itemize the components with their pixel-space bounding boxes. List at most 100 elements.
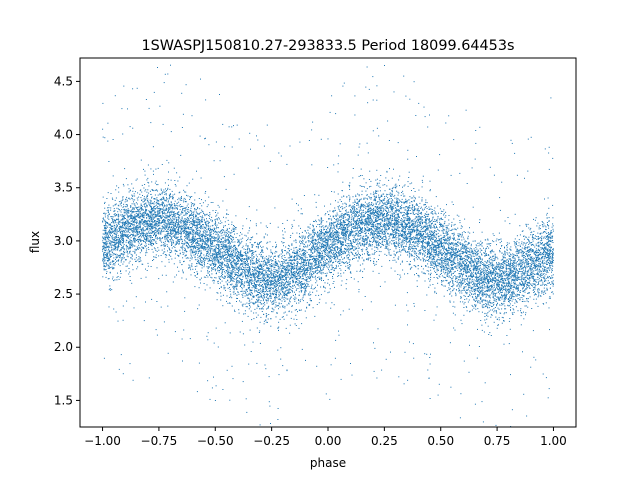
data-point bbox=[334, 268, 336, 270]
data-point bbox=[217, 259, 219, 261]
data-point bbox=[205, 191, 207, 192]
data-point bbox=[266, 242, 268, 244]
data-point bbox=[329, 223, 331, 225]
data-point bbox=[108, 161, 110, 162]
data-point bbox=[312, 240, 314, 242]
data-point bbox=[115, 262, 116, 264]
data-point bbox=[354, 204, 355, 206]
data-point bbox=[513, 276, 515, 278]
data-point bbox=[445, 261, 447, 263]
data-point bbox=[368, 205, 370, 207]
data-point bbox=[395, 217, 397, 219]
data-point bbox=[132, 221, 134, 223]
data-point bbox=[324, 248, 326, 250]
data-point bbox=[429, 245, 431, 246]
data-point bbox=[457, 259, 459, 261]
data-point bbox=[538, 237, 540, 239]
data-point bbox=[528, 271, 530, 273]
data-point bbox=[200, 246, 202, 248]
data-point bbox=[350, 277, 352, 278]
data-point bbox=[205, 258, 207, 260]
data-point bbox=[355, 227, 356, 229]
data-point bbox=[497, 258, 499, 260]
data-point bbox=[179, 209, 181, 211]
data-point bbox=[356, 233, 358, 235]
data-point bbox=[431, 220, 432, 222]
data-point bbox=[173, 205, 175, 207]
data-point bbox=[252, 302, 253, 304]
data-point bbox=[154, 214, 156, 216]
data-point bbox=[423, 272, 425, 274]
data-point bbox=[291, 243, 293, 245]
data-point bbox=[473, 286, 475, 288]
data-point bbox=[315, 258, 317, 260]
data-point bbox=[503, 278, 505, 280]
data-point bbox=[319, 229, 320, 231]
data-point bbox=[262, 288, 264, 290]
data-point bbox=[132, 195, 134, 197]
data-point bbox=[495, 265, 497, 267]
data-point bbox=[334, 207, 336, 209]
data-point bbox=[362, 244, 364, 246]
data-point bbox=[515, 255, 517, 256]
data-point bbox=[376, 228, 378, 230]
data-point bbox=[232, 237, 234, 238]
data-point bbox=[524, 291, 526, 293]
data-point bbox=[509, 270, 511, 272]
data-point bbox=[285, 293, 287, 295]
data-point bbox=[395, 216, 397, 218]
data-point bbox=[394, 228, 396, 230]
data-point bbox=[173, 224, 175, 226]
data-point bbox=[183, 230, 185, 232]
data-point bbox=[221, 245, 223, 247]
data-point bbox=[144, 198, 146, 200]
data-point bbox=[420, 212, 422, 214]
data-point bbox=[166, 238, 168, 240]
data-point bbox=[161, 249, 163, 251]
data-point bbox=[232, 227, 234, 229]
data-point bbox=[531, 308, 533, 309]
data-point bbox=[149, 215, 151, 217]
data-point bbox=[366, 242, 368, 244]
data-point bbox=[483, 294, 485, 295]
data-point bbox=[373, 221, 375, 223]
data-point bbox=[319, 232, 321, 234]
data-point bbox=[337, 223, 339, 224]
data-point bbox=[498, 285, 500, 287]
data-point bbox=[511, 257, 513, 259]
data-point bbox=[496, 305, 498, 307]
data-point bbox=[293, 240, 295, 242]
data-point bbox=[221, 229, 223, 231]
data-point bbox=[472, 240, 474, 242]
data-point bbox=[454, 270, 456, 272]
data-point bbox=[254, 278, 256, 280]
data-point bbox=[519, 271, 521, 272]
data-point bbox=[193, 224, 195, 226]
data-point bbox=[120, 354, 122, 356]
data-point bbox=[529, 296, 531, 298]
data-point bbox=[544, 252, 546, 254]
data-point bbox=[178, 205, 180, 207]
data-point bbox=[272, 301, 274, 302]
data-point bbox=[195, 248, 196, 250]
data-point bbox=[284, 250, 286, 251]
data-point bbox=[201, 264, 203, 266]
data-point bbox=[385, 231, 387, 233]
data-point bbox=[136, 215, 138, 217]
data-point bbox=[131, 212, 133, 214]
data-point bbox=[327, 211, 329, 213]
data-point bbox=[505, 285, 507, 287]
data-point bbox=[361, 204, 363, 206]
data-point bbox=[277, 262, 278, 264]
data-point bbox=[214, 259, 216, 260]
data-point bbox=[547, 243, 549, 245]
data-point bbox=[130, 223, 132, 225]
data-point bbox=[118, 201, 120, 203]
data-point bbox=[447, 269, 449, 271]
data-point bbox=[527, 284, 529, 286]
data-point bbox=[418, 242, 420, 244]
data-point bbox=[508, 292, 509, 294]
data-point bbox=[312, 226, 314, 228]
data-point bbox=[298, 269, 300, 271]
data-point bbox=[362, 186, 364, 187]
